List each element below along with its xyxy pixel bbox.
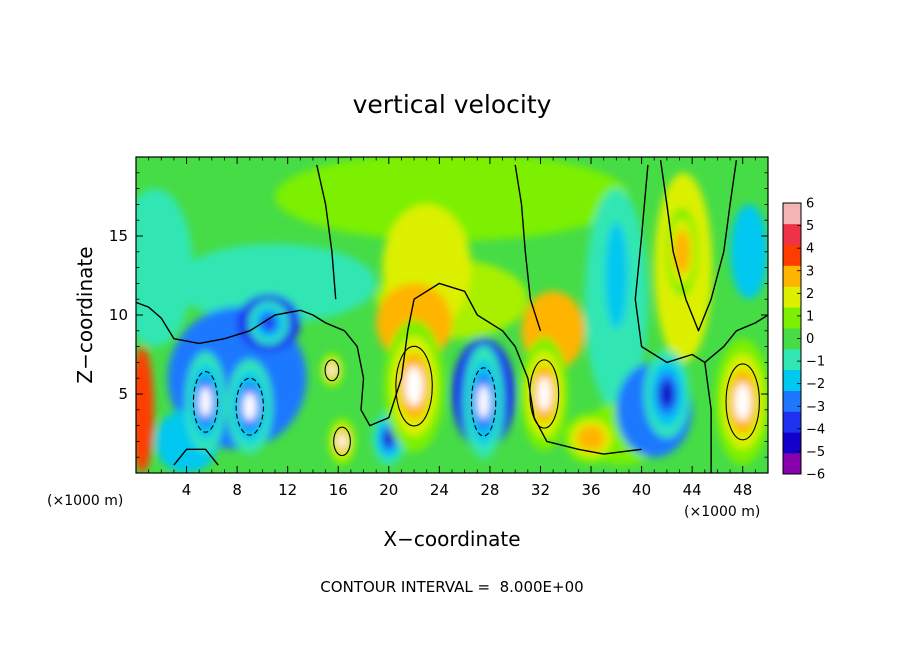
zero-contour <box>344 282 478 427</box>
level-contour <box>529 359 560 429</box>
zero-contour <box>514 164 542 332</box>
colorbar-tick-label: 5 <box>806 219 814 234</box>
colorbar-swatch <box>783 286 801 308</box>
level-contour <box>395 345 433 427</box>
level-contour <box>333 426 351 457</box>
x-tick-label: 16 <box>329 481 348 499</box>
downdraft-cell <box>185 351 226 453</box>
y-axis-label: Z−coordinate <box>73 246 97 383</box>
colorbar-tick-label: 4 <box>806 242 814 257</box>
x-tick-label: 32 <box>531 481 550 499</box>
zero-contour <box>136 301 345 345</box>
colorbar-swatch <box>783 348 801 371</box>
updraft-cell <box>520 337 569 451</box>
updraft-cell <box>665 207 699 297</box>
colorbar-swatch <box>783 223 801 245</box>
level-contour <box>324 359 340 382</box>
chart-title: vertical velocity <box>353 90 552 119</box>
downdraft-cell <box>601 204 632 347</box>
color-region <box>730 204 768 300</box>
x-tick-label: 4 <box>182 481 192 499</box>
colorbar-swatch <box>783 307 801 329</box>
downdraft-cell <box>644 349 690 439</box>
y-tick-label: 15 <box>109 227 128 245</box>
colorbar-tick-label: 3 <box>806 264 814 279</box>
level-contour <box>235 377 264 436</box>
y-tick-label: 10 <box>109 306 128 324</box>
x-tick-label: 24 <box>430 481 449 499</box>
zero-contour <box>316 164 337 300</box>
colorbar-tick-label: −3 <box>806 400 825 415</box>
y-axis-ticks: 5 10 15 <box>109 172 768 458</box>
level-contour <box>470 367 497 437</box>
colorbar: 6 5 4 3 2 1 0 −1 −2 −3 −4 −5 −6 <box>782 197 825 483</box>
x-tick-label: 28 <box>480 481 499 499</box>
x-tick-label: 20 <box>379 481 398 499</box>
color-region <box>136 188 193 347</box>
zero-contour <box>173 448 219 466</box>
updraft-cell <box>563 412 619 464</box>
y-axis-unit: (×1000 m) <box>47 493 123 509</box>
color-region <box>136 346 154 473</box>
colorbar-swatch <box>783 328 801 350</box>
x-axis-ticks: 4 8 12 16 20 24 28 32 36 40 44 48 <box>148 157 756 499</box>
updraft-cell <box>328 417 356 466</box>
x-tick-label: 36 <box>581 481 600 499</box>
colorbar-tick-label: −5 <box>806 445 825 460</box>
colorbar-swatch <box>783 432 801 454</box>
zero-contour <box>634 164 712 473</box>
color-region <box>173 243 377 323</box>
zero-contour <box>704 314 768 363</box>
zero-contour <box>659 160 738 332</box>
updraft-cell <box>383 319 445 453</box>
x-tick-label: 40 <box>632 481 651 499</box>
colorbar-tick-label: 0 <box>806 332 814 347</box>
colorbar-swatch <box>783 411 801 433</box>
downdraft-cell <box>248 300 289 346</box>
downdraft-cell <box>463 345 504 459</box>
updraft-cell <box>714 338 768 466</box>
x-axis-unit: (×1000 m) <box>684 504 760 520</box>
colorbar-swatch <box>783 265 801 287</box>
colorbar-swatch <box>783 203 801 225</box>
colorbar-tick-label: 2 <box>806 287 814 302</box>
x-tick-label: 48 <box>733 481 752 499</box>
y-tick-label: 5 <box>118 385 128 403</box>
colorbar-tick-label: 6 <box>806 197 814 212</box>
colorbar-swatch <box>783 369 801 391</box>
colorbar-tick-label: −6 <box>806 468 825 483</box>
level-contour <box>192 371 219 433</box>
color-region <box>275 157 629 241</box>
colorbar-tick-label: −4 <box>806 422 825 437</box>
contour-lines <box>136 160 768 473</box>
colorbar-tick-label: −2 <box>806 377 825 392</box>
x-axis-label: X−coordinate <box>383 527 520 551</box>
colorbar-swatch <box>783 244 801 266</box>
downdraft-cell <box>227 359 273 455</box>
level-contour <box>725 363 760 441</box>
contour-interval-note: CONTOUR INTERVAL = 8.000E+00 <box>320 578 583 596</box>
x-tick-label: 44 <box>683 481 702 499</box>
x-tick-label: 8 <box>232 481 242 499</box>
x-tick-label: 12 <box>278 481 297 499</box>
colorbar-tick-label: 1 <box>806 309 814 324</box>
colorbar-swatch <box>783 453 801 475</box>
colorbar-swatch <box>783 390 801 412</box>
plot-area <box>136 157 768 473</box>
updraft-cell <box>320 352 344 388</box>
colorbar-tick-label: −1 <box>806 355 825 370</box>
